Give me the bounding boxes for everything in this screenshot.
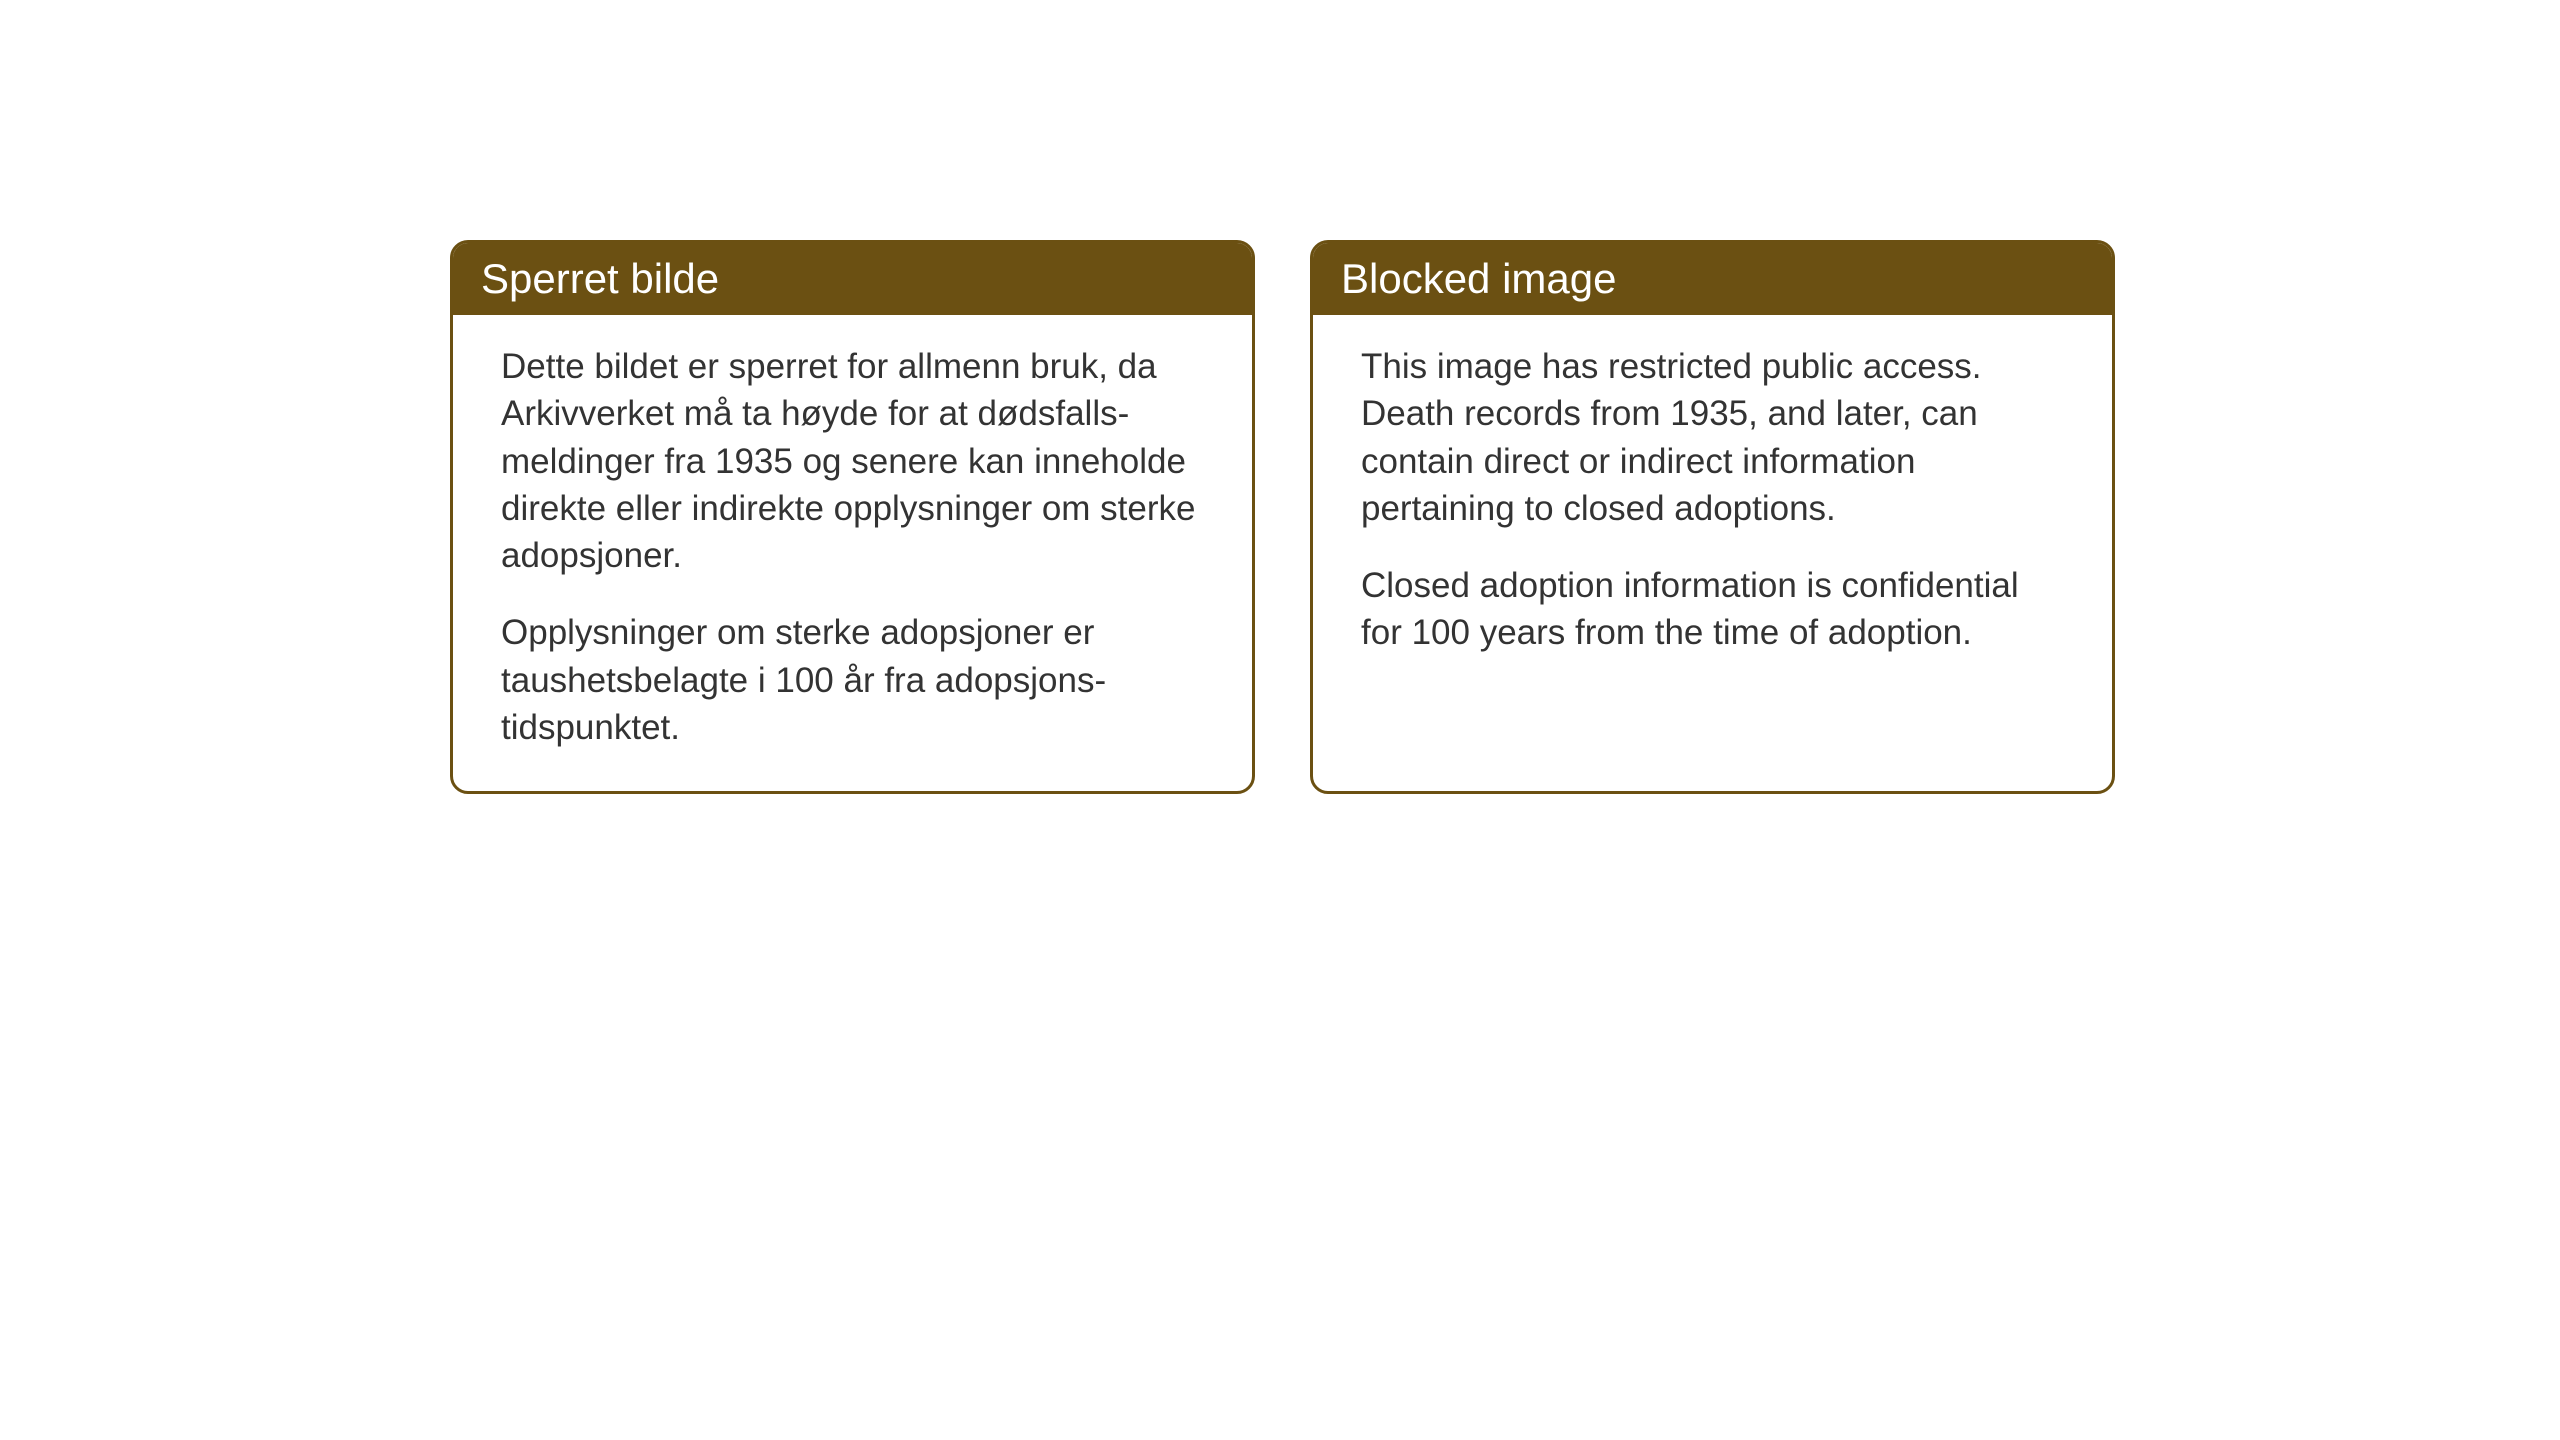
notice-paragraph: Opplysninger om sterke adopsjoner er tau… bbox=[501, 609, 1204, 751]
notice-paragraph: Closed adoption information is confident… bbox=[1361, 562, 2064, 657]
notice-paragraph: Dette bildet er sperret for allmenn bruk… bbox=[501, 343, 1204, 579]
notice-body-english: This image has restricted public access.… bbox=[1313, 315, 2112, 697]
notice-card-norwegian: Sperret bilde Dette bildet er sperret fo… bbox=[450, 240, 1255, 794]
notice-container: Sperret bilde Dette bildet er sperret fo… bbox=[450, 240, 2115, 794]
notice-card-english: Blocked image This image has restricted … bbox=[1310, 240, 2115, 794]
notice-paragraph: This image has restricted public access.… bbox=[1361, 343, 2064, 532]
notice-header-english: Blocked image bbox=[1313, 243, 2112, 315]
notice-header-norwegian: Sperret bilde bbox=[453, 243, 1252, 315]
notice-body-norwegian: Dette bildet er sperret for allmenn bruk… bbox=[453, 315, 1252, 791]
